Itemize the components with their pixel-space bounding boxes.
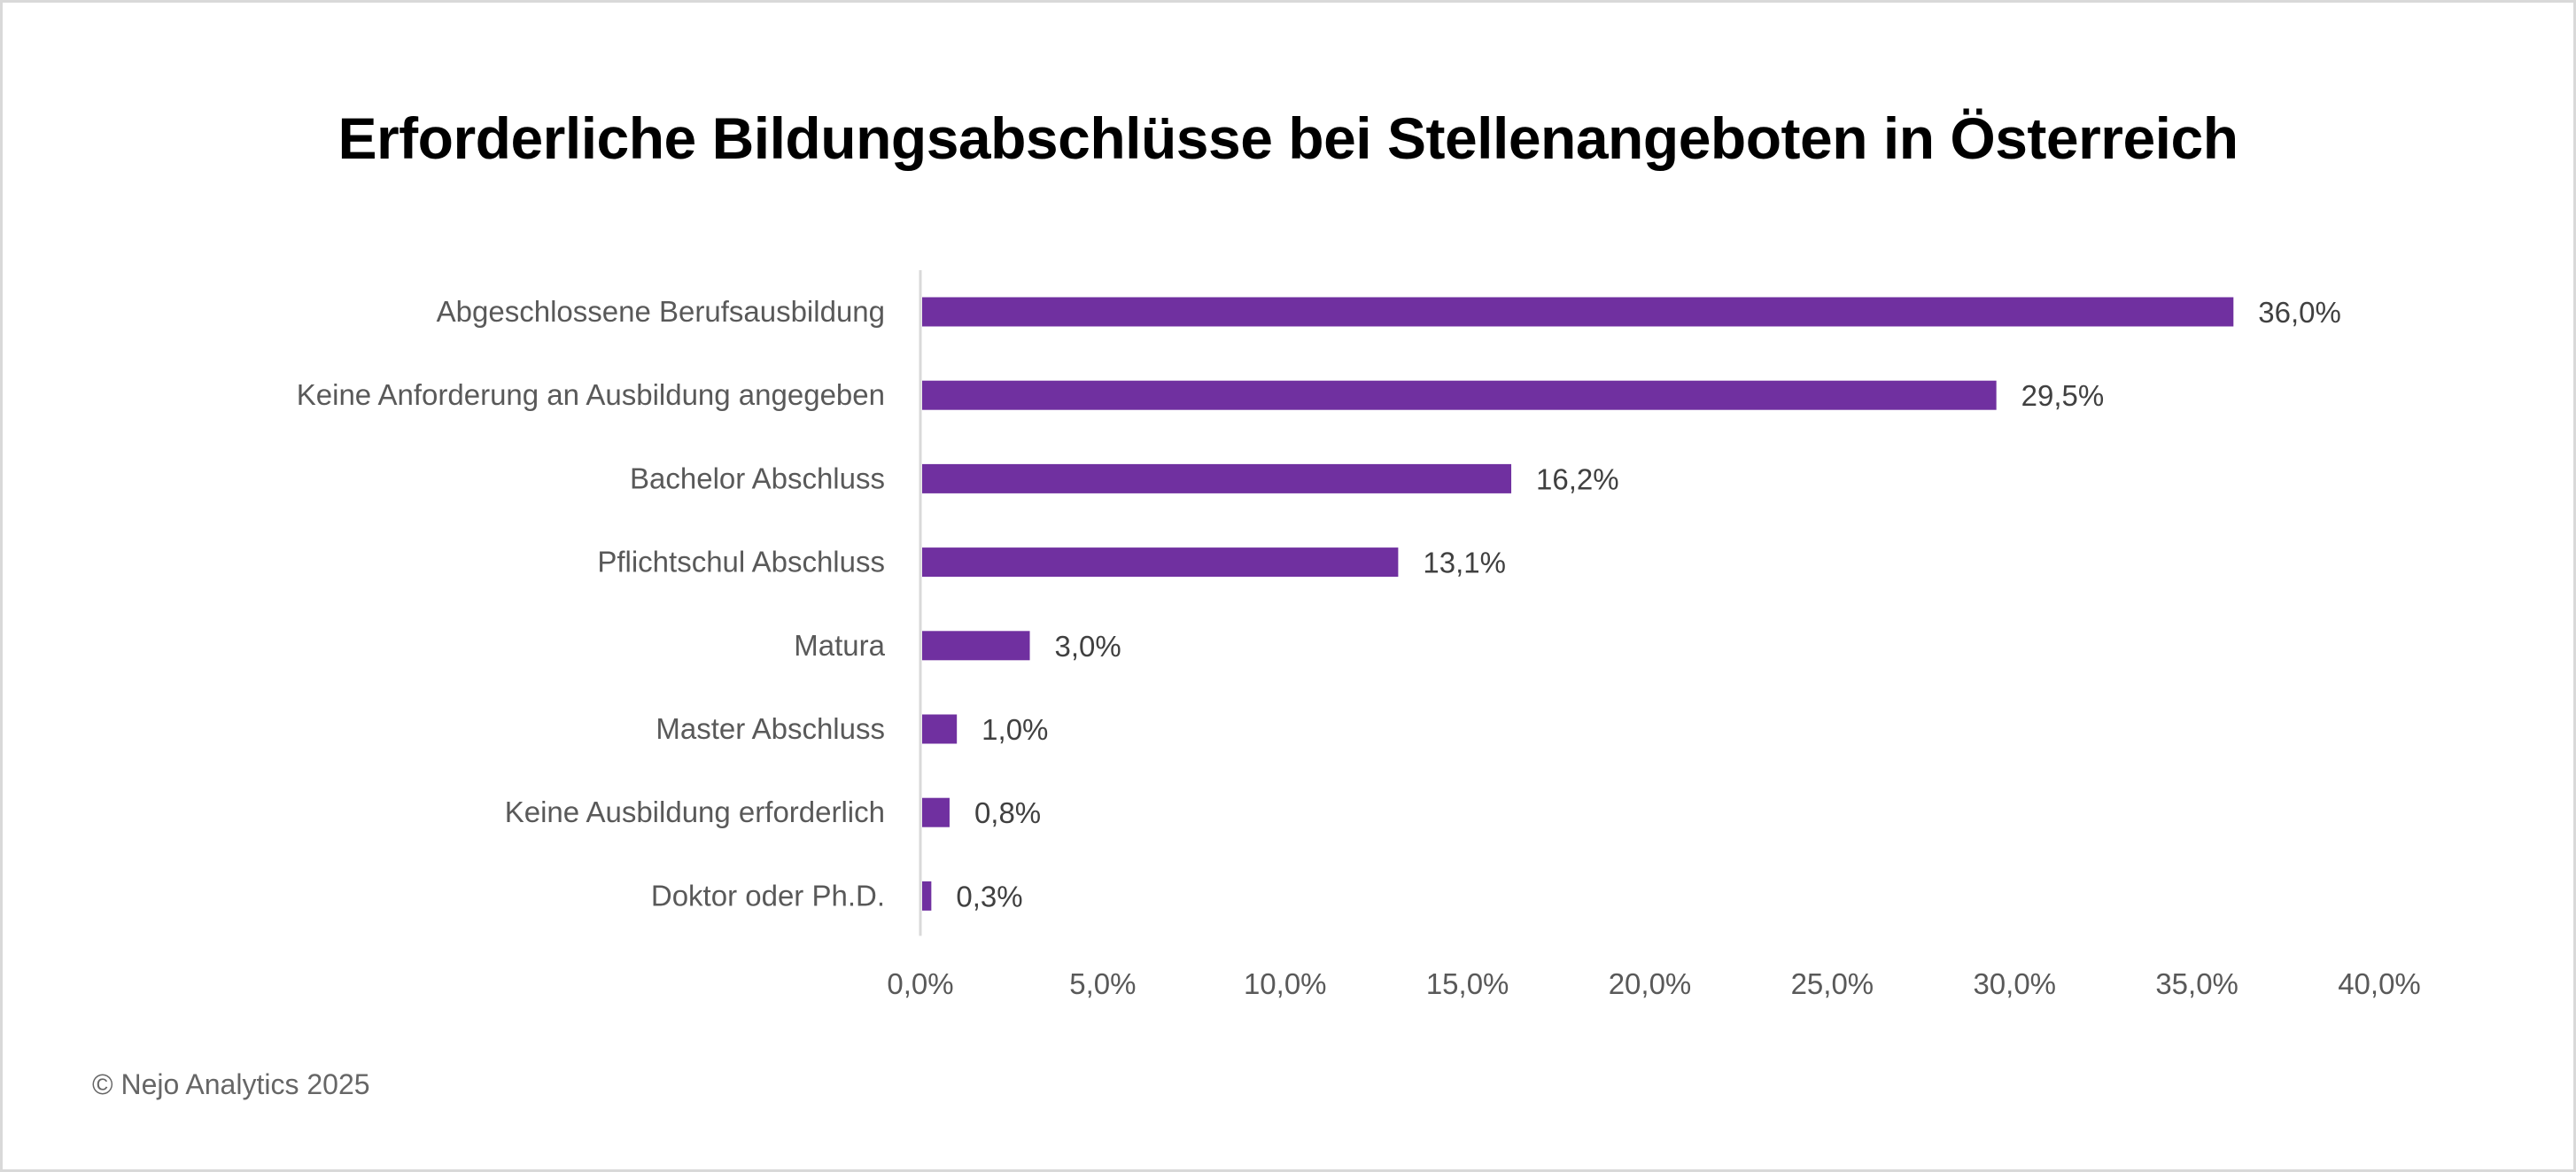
- category-label: Keine Anforderung an Ausbildung angegebe…: [297, 378, 885, 411]
- bar: [922, 797, 950, 827]
- category-label: Keine Ausbildung erforderlich: [505, 796, 885, 828]
- category-label: Master Abschluss: [656, 712, 885, 745]
- category-label: Bachelor Abschluss: [630, 462, 885, 494]
- chart-title: Erforderliche Bildungsabschlüsse bei Ste…: [338, 105, 2238, 171]
- x-tick-label: 30,0%: [1973, 967, 2056, 1000]
- category-label: Abgeschlossene Berufsausbildung: [437, 295, 885, 328]
- category-label: Doktor oder Ph.D.: [651, 879, 885, 912]
- x-tick-label: 20,0%: [1609, 967, 1692, 1000]
- bar: [922, 631, 1030, 661]
- data-label: 13,1%: [1423, 547, 1506, 579]
- bar: [922, 714, 958, 744]
- data-label: 3,0%: [1055, 630, 1121, 663]
- x-tick-label: 0,0%: [887, 967, 953, 1000]
- data-label: 16,2%: [1536, 462, 1619, 495]
- x-tick-label: 15,0%: [1426, 967, 1509, 1000]
- bar: [922, 463, 1512, 493]
- category-label: Pflichtschul Abschluss: [597, 546, 885, 578]
- data-label: 1,0%: [982, 713, 1048, 746]
- data-label: 0,3%: [956, 880, 1022, 912]
- x-tick-label: 5,0%: [1069, 967, 1136, 1000]
- x-tick-label: 10,0%: [1244, 967, 1327, 1000]
- bar: [922, 297, 2234, 327]
- bar: [922, 881, 932, 911]
- bar: [922, 547, 1399, 578]
- copyright-footer: © Nejo Analytics 2025: [92, 1068, 370, 1100]
- data-label: 29,5%: [2021, 379, 2105, 412]
- category-label: Matura: [794, 629, 885, 662]
- bar: [922, 380, 1997, 410]
- data-label: 0,8%: [974, 796, 1041, 829]
- x-tick-label: 25,0%: [1791, 967, 1874, 1000]
- x-tick-label: 40,0%: [2338, 967, 2421, 1000]
- x-tick-label: 35,0%: [2155, 967, 2238, 1000]
- data-label: 36,0%: [2258, 296, 2341, 329]
